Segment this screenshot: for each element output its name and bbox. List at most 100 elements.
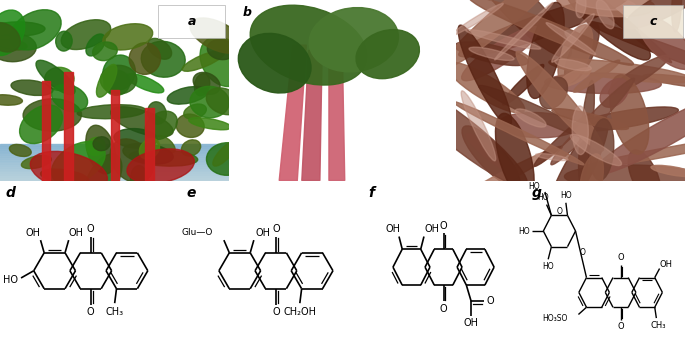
FancyBboxPatch shape bbox=[158, 5, 225, 38]
Ellipse shape bbox=[30, 151, 108, 192]
Ellipse shape bbox=[516, 51, 603, 151]
Ellipse shape bbox=[156, 136, 175, 153]
Text: f: f bbox=[368, 186, 374, 200]
Ellipse shape bbox=[114, 129, 158, 148]
Ellipse shape bbox=[184, 104, 206, 119]
Ellipse shape bbox=[628, 150, 660, 201]
Ellipse shape bbox=[503, 65, 544, 105]
Ellipse shape bbox=[469, 0, 634, 65]
Ellipse shape bbox=[461, 91, 496, 161]
Ellipse shape bbox=[206, 143, 248, 175]
Text: Glu—O: Glu—O bbox=[182, 229, 213, 238]
Ellipse shape bbox=[0, 22, 45, 36]
Bar bbox=[0, 171, 229, 173]
Text: HO: HO bbox=[538, 193, 549, 202]
Ellipse shape bbox=[195, 74, 210, 96]
Ellipse shape bbox=[610, 75, 649, 154]
Ellipse shape bbox=[527, 3, 564, 99]
Text: a: a bbox=[188, 15, 196, 28]
Text: O: O bbox=[617, 322, 624, 331]
Bar bbox=[42, 81, 50, 180]
Text: OH: OH bbox=[385, 224, 400, 234]
Ellipse shape bbox=[141, 41, 185, 77]
Ellipse shape bbox=[515, 109, 546, 127]
Ellipse shape bbox=[148, 102, 166, 124]
Ellipse shape bbox=[555, 59, 591, 71]
Ellipse shape bbox=[10, 10, 61, 50]
Text: b: b bbox=[243, 6, 252, 19]
Ellipse shape bbox=[564, 165, 685, 188]
Ellipse shape bbox=[571, 134, 621, 166]
Ellipse shape bbox=[549, 59, 685, 83]
Ellipse shape bbox=[11, 80, 53, 96]
Text: OH: OH bbox=[68, 228, 84, 238]
Text: O: O bbox=[440, 221, 447, 231]
Ellipse shape bbox=[0, 39, 27, 50]
Ellipse shape bbox=[129, 149, 198, 166]
Bar bbox=[0, 162, 229, 164]
Text: e: e bbox=[187, 186, 197, 200]
Ellipse shape bbox=[544, 117, 608, 230]
Text: OH: OH bbox=[660, 260, 673, 269]
Ellipse shape bbox=[495, 3, 553, 60]
Ellipse shape bbox=[571, 107, 678, 131]
Text: HO₃SO: HO₃SO bbox=[542, 314, 567, 323]
Ellipse shape bbox=[459, 0, 629, 57]
Ellipse shape bbox=[10, 144, 32, 156]
Ellipse shape bbox=[77, 105, 146, 119]
Ellipse shape bbox=[193, 72, 220, 94]
Ellipse shape bbox=[190, 18, 243, 53]
Bar bbox=[0, 170, 229, 171]
Ellipse shape bbox=[625, 0, 685, 28]
Ellipse shape bbox=[123, 143, 173, 164]
Ellipse shape bbox=[551, 14, 595, 62]
Bar bbox=[0, 152, 229, 153]
Ellipse shape bbox=[85, 154, 122, 203]
Ellipse shape bbox=[93, 137, 110, 151]
Text: HO: HO bbox=[529, 182, 540, 191]
Ellipse shape bbox=[167, 87, 208, 104]
Ellipse shape bbox=[479, 86, 598, 141]
Ellipse shape bbox=[545, 73, 661, 93]
Polygon shape bbox=[279, 45, 306, 180]
Ellipse shape bbox=[103, 24, 153, 50]
Text: O: O bbox=[556, 207, 562, 216]
Ellipse shape bbox=[398, 83, 527, 186]
Bar bbox=[0, 146, 229, 148]
Bar bbox=[0, 155, 229, 157]
Text: HO: HO bbox=[560, 191, 572, 200]
Text: HO: HO bbox=[543, 262, 554, 271]
Ellipse shape bbox=[111, 107, 173, 137]
Ellipse shape bbox=[139, 139, 160, 159]
Ellipse shape bbox=[672, 0, 682, 32]
Ellipse shape bbox=[200, 36, 245, 87]
Text: O: O bbox=[580, 248, 586, 257]
Ellipse shape bbox=[0, 95, 23, 105]
Bar bbox=[0, 161, 229, 162]
Text: O: O bbox=[87, 307, 95, 317]
Ellipse shape bbox=[453, 101, 584, 165]
Ellipse shape bbox=[466, 134, 515, 174]
Ellipse shape bbox=[572, 106, 588, 155]
Bar bbox=[0, 144, 229, 146]
Text: CH₂OH: CH₂OH bbox=[284, 307, 316, 317]
Text: d: d bbox=[5, 186, 15, 200]
Ellipse shape bbox=[462, 27, 540, 81]
Text: OH: OH bbox=[464, 318, 479, 328]
Bar bbox=[0, 179, 229, 180]
Ellipse shape bbox=[40, 169, 88, 184]
Ellipse shape bbox=[86, 138, 105, 156]
Text: O: O bbox=[272, 224, 279, 234]
Ellipse shape bbox=[551, 78, 634, 165]
Bar bbox=[0, 159, 229, 161]
Ellipse shape bbox=[127, 149, 195, 183]
Text: HO: HO bbox=[519, 227, 530, 235]
Polygon shape bbox=[302, 51, 322, 180]
Ellipse shape bbox=[552, 109, 628, 130]
Ellipse shape bbox=[534, 114, 590, 166]
Bar bbox=[0, 177, 229, 179]
Text: CH₃: CH₃ bbox=[105, 307, 124, 317]
Ellipse shape bbox=[86, 34, 105, 56]
Ellipse shape bbox=[61, 20, 111, 49]
FancyBboxPatch shape bbox=[623, 5, 683, 38]
